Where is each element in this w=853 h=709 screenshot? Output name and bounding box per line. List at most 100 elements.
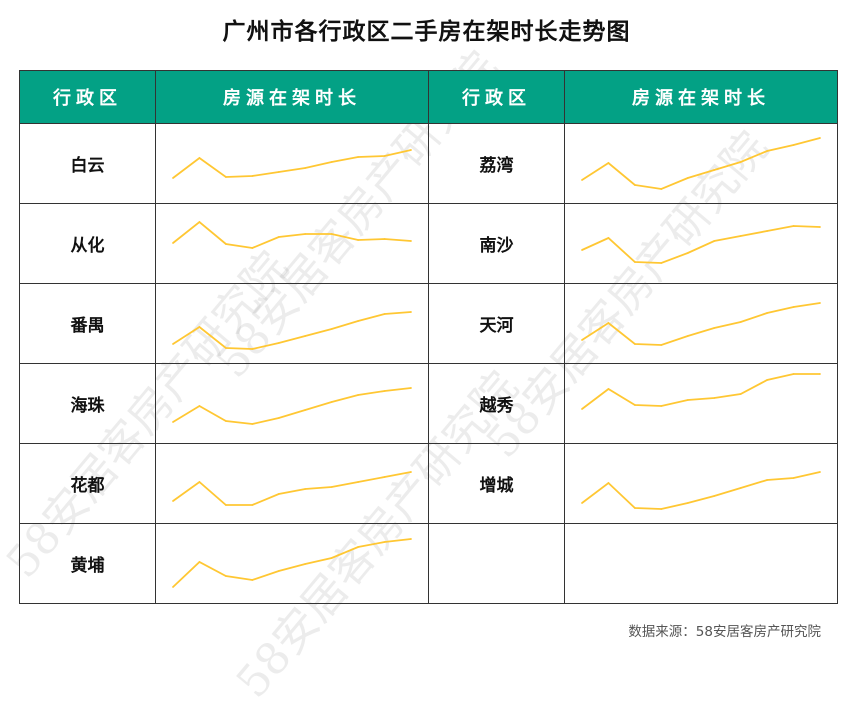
- district-name: 越秀: [428, 363, 565, 444]
- sparkline-point: [357, 239, 360, 241]
- sparkline-point: [357, 320, 360, 322]
- district-name: 增城: [428, 443, 565, 524]
- district-name: 海珠: [19, 363, 156, 444]
- sparkline-point: [633, 184, 636, 186]
- sparkline-point: [819, 302, 821, 304]
- sparkline-point: [739, 487, 742, 489]
- sparkline-point: [792, 225, 795, 227]
- sparkline-point: [357, 546, 360, 548]
- sparkline-point: [224, 243, 227, 245]
- sparkline-point: [713, 397, 716, 399]
- sparkline-point: [607, 162, 610, 164]
- sparkline-point: [739, 235, 742, 237]
- sparkline-point: [357, 481, 360, 483]
- sparkline-point: [713, 495, 716, 497]
- district-name: [428, 523, 565, 604]
- sparkline-point: [330, 557, 333, 559]
- sparkline-point: [224, 504, 227, 506]
- sparkline-point: [198, 561, 201, 563]
- sparkline-point: [792, 373, 795, 375]
- sparkline-cell: [564, 523, 838, 604]
- sparkline-point: [357, 156, 360, 158]
- sparkline-line-白云: [172, 149, 412, 179]
- sparkline-point: [383, 476, 386, 478]
- sparkline-point: [607, 322, 610, 324]
- sparkline: [172, 149, 412, 179]
- sparkline: [172, 538, 412, 588]
- sparkline-point: [410, 240, 412, 242]
- sparkline: [581, 225, 821, 264]
- district-name: 天河: [428, 283, 565, 364]
- sparkline-cell: [564, 203, 838, 284]
- sparkline-point: [304, 335, 307, 337]
- sparkline-point: [581, 502, 583, 504]
- trend-table: 行政区 房源在架时长 行政区 房源在架时长 白云 荔湾 从化 南沙 番禺 天河 海珠 越秀 花都…: [19, 70, 838, 604]
- sparkline-point: [607, 237, 610, 239]
- sparkline-cell: [155, 203, 429, 284]
- sparkline-point: [383, 541, 386, 543]
- sparkline: [581, 302, 821, 346]
- header-listing-duration: 房源在架时长: [564, 70, 838, 124]
- sparkline-point: [330, 161, 333, 163]
- sparkline-point: [410, 471, 412, 473]
- district-name: 南沙: [428, 203, 565, 284]
- sparkline-point: [224, 575, 227, 577]
- sparkline-point: [819, 226, 821, 228]
- sparkline-point: [686, 399, 689, 401]
- sparkline-point: [819, 373, 821, 375]
- sparkline-point: [660, 262, 663, 264]
- sparkline-point: [251, 504, 254, 506]
- sparkline-point: [660, 344, 663, 346]
- sparkline: [172, 220, 412, 249]
- sparkline-point: [633, 343, 636, 345]
- sparkline-point: [739, 393, 742, 395]
- sparkline-point: [792, 477, 795, 479]
- sparkline-line-海珠: [172, 387, 412, 425]
- sparkline-line-从化: [172, 220, 412, 249]
- sparkline-point: [383, 313, 386, 315]
- sparkline-point: [198, 405, 201, 407]
- district-name: 从化: [19, 203, 156, 284]
- sparkline-point: [713, 240, 716, 242]
- district-name: 番禺: [19, 283, 156, 364]
- sparkline-point: [766, 150, 769, 152]
- sparkline-point: [410, 149, 412, 151]
- table-row: 花都 增城: [19, 443, 838, 524]
- sparkline-point: [172, 500, 174, 502]
- sparkline-point: [330, 486, 333, 488]
- sparkline-point: [198, 481, 201, 483]
- sparkline-point: [660, 188, 663, 190]
- sparkline-point: [581, 408, 583, 410]
- sparkline-point: [304, 167, 307, 169]
- sparkline-point: [660, 405, 663, 407]
- sparkline-point: [383, 155, 386, 157]
- table-row: 番禺 天河: [19, 283, 838, 364]
- sparkline-point: [251, 247, 254, 249]
- sparkline-point: [607, 388, 610, 390]
- sparkline-point: [224, 347, 227, 349]
- sparkline-point: [766, 312, 769, 314]
- sparkline-point: [277, 171, 280, 173]
- sparkline-cell: [564, 363, 838, 444]
- sparkline-cell: [564, 123, 838, 204]
- sparkline-line-番禺: [172, 311, 412, 350]
- sparkline-point: [739, 161, 742, 163]
- table-row: 白云 荔湾: [19, 123, 838, 204]
- table-row: 黄埔: [19, 523, 838, 604]
- sparkline-cell: [155, 523, 429, 604]
- sparkline-point: [686, 252, 689, 254]
- sparkline-point: [277, 236, 280, 238]
- sparkline-line-天河: [581, 302, 821, 346]
- sparkline-point: [410, 311, 412, 313]
- sparkline-point: [357, 394, 360, 396]
- sparkline-point: [819, 471, 821, 473]
- district-name: 花都: [19, 443, 156, 524]
- sparkline-line-黄埔: [172, 538, 412, 588]
- sparkline-point: [330, 328, 333, 330]
- sparkline-point: [277, 342, 280, 344]
- sparkline-cell: [564, 283, 838, 364]
- sparkline-point: [251, 348, 254, 350]
- sparkline-line-增城: [581, 471, 821, 510]
- sparkline-point: [304, 563, 307, 565]
- sparkline-point: [304, 409, 307, 411]
